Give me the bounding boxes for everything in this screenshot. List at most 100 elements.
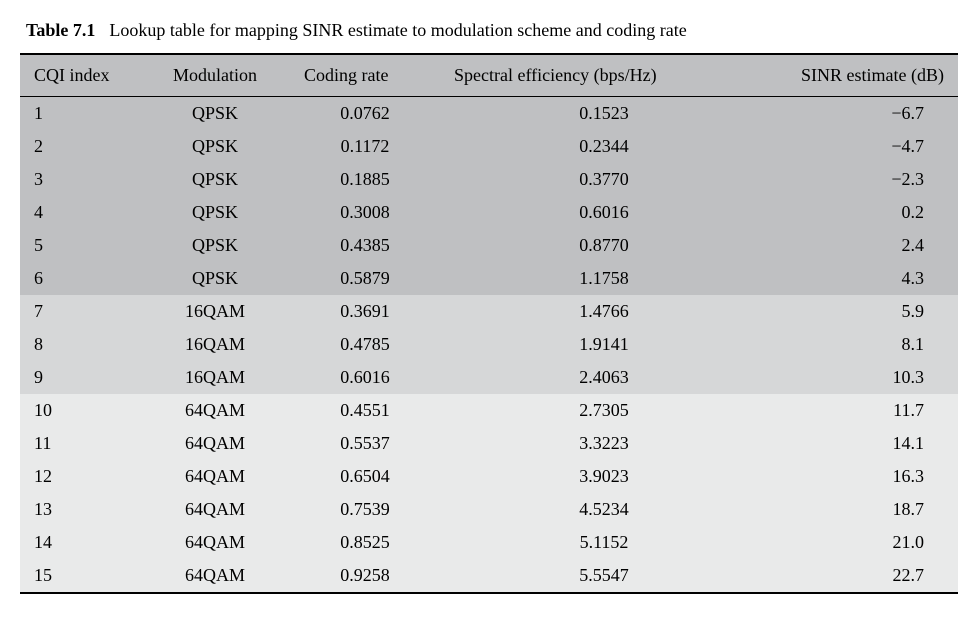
cell-sinr-estimate: 5.9 (768, 295, 958, 328)
cell-coding-rate: 0.9258 (290, 559, 440, 592)
cell-spectral-efficiency: 0.8770 (440, 229, 768, 262)
cell-cqi: 1 (20, 97, 140, 131)
cell-sinr-estimate: 4.3 (768, 262, 958, 295)
cell-sinr-estimate: −6.7 (768, 97, 958, 131)
col-header-sinr-estimate: SINR estimate (dB) (768, 55, 958, 97)
cell-coding-rate: 0.8525 (290, 526, 440, 559)
cell-modulation: 64QAM (140, 427, 290, 460)
cell-cqi: 2 (20, 130, 140, 163)
cell-coding-rate: 0.4385 (290, 229, 440, 262)
cell-modulation: 64QAM (140, 493, 290, 526)
cell-sinr-estimate: 2.4 (768, 229, 958, 262)
table-row: 716QAM0.36911.47665.9 (20, 295, 958, 328)
cell-modulation: QPSK (140, 262, 290, 295)
table-row: 1164QAM0.55373.322314.1 (20, 427, 958, 460)
cell-coding-rate: 0.3691 (290, 295, 440, 328)
cell-sinr-estimate: 22.7 (768, 559, 958, 592)
table-body: 1QPSK0.07620.1523−6.72QPSK0.11720.2344−4… (20, 97, 958, 593)
table-caption-text: Lookup table for mapping SINR estimate t… (109, 20, 686, 40)
col-header-modulation: Modulation (140, 55, 290, 97)
table-row: 2QPSK0.11720.2344−4.7 (20, 130, 958, 163)
cell-cqi: 15 (20, 559, 140, 592)
cell-sinr-estimate: 11.7 (768, 394, 958, 427)
cell-modulation: 64QAM (140, 460, 290, 493)
cell-coding-rate: 0.6016 (290, 361, 440, 394)
cell-coding-rate: 0.5879 (290, 262, 440, 295)
cell-cqi: 10 (20, 394, 140, 427)
cell-spectral-efficiency: 2.7305 (440, 394, 768, 427)
table-row: 916QAM0.60162.406310.3 (20, 361, 958, 394)
cell-spectral-efficiency: 1.9141 (440, 328, 768, 361)
table-row: 3QPSK0.18850.3770−2.3 (20, 163, 958, 196)
cell-cqi: 11 (20, 427, 140, 460)
cell-sinr-estimate: −2.3 (768, 163, 958, 196)
cell-coding-rate: 0.7539 (290, 493, 440, 526)
cell-coding-rate: 0.6504 (290, 460, 440, 493)
cell-cqi: 12 (20, 460, 140, 493)
cell-spectral-efficiency: 5.5547 (440, 559, 768, 592)
cell-spectral-efficiency: 3.3223 (440, 427, 768, 460)
cell-spectral-efficiency: 1.4766 (440, 295, 768, 328)
col-header-cqi: CQI index (20, 55, 140, 97)
cell-cqi: 13 (20, 493, 140, 526)
cell-spectral-efficiency: 5.1152 (440, 526, 768, 559)
cell-coding-rate: 0.3008 (290, 196, 440, 229)
cell-modulation: 64QAM (140, 526, 290, 559)
table-caption: Table 7.1 Lookup table for mapping SINR e… (20, 20, 958, 41)
cell-spectral-efficiency: 0.3770 (440, 163, 768, 196)
cell-sinr-estimate: 21.0 (768, 526, 958, 559)
cell-modulation: 16QAM (140, 295, 290, 328)
cell-modulation: QPSK (140, 163, 290, 196)
cell-coding-rate: 0.1172 (290, 130, 440, 163)
cell-sinr-estimate: 8.1 (768, 328, 958, 361)
cell-sinr-estimate: 16.3 (768, 460, 958, 493)
cell-modulation: QPSK (140, 229, 290, 262)
table-row: 1QPSK0.07620.1523−6.7 (20, 97, 958, 131)
cell-modulation: QPSK (140, 97, 290, 131)
cell-spectral-efficiency: 0.6016 (440, 196, 768, 229)
cell-cqi: 5 (20, 229, 140, 262)
cell-cqi: 3 (20, 163, 140, 196)
table-caption-label: Table 7.1 (26, 20, 95, 40)
cell-cqi: 6 (20, 262, 140, 295)
cell-spectral-efficiency: 3.9023 (440, 460, 768, 493)
table-container: CQI index Modulation Coding rate Spectra… (20, 53, 958, 594)
table-row: 4QPSK0.30080.60160.2 (20, 196, 958, 229)
table-header-row: CQI index Modulation Coding rate Spectra… (20, 55, 958, 97)
table-row: 1464QAM0.85255.115221.0 (20, 526, 958, 559)
cell-coding-rate: 0.1885 (290, 163, 440, 196)
cell-modulation: 64QAM (140, 559, 290, 592)
cell-modulation: 64QAM (140, 394, 290, 427)
col-header-spectral-efficiency: Spectral efficiency (bps/Hz) (440, 55, 768, 97)
sinr-lookup-table: CQI index Modulation Coding rate Spectra… (20, 55, 958, 592)
cell-modulation: 16QAM (140, 361, 290, 394)
cell-modulation: QPSK (140, 196, 290, 229)
cell-cqi: 8 (20, 328, 140, 361)
cell-modulation: 16QAM (140, 328, 290, 361)
table-row: 816QAM0.47851.91418.1 (20, 328, 958, 361)
cell-cqi: 4 (20, 196, 140, 229)
cell-sinr-estimate: −4.7 (768, 130, 958, 163)
cell-cqi: 7 (20, 295, 140, 328)
cell-spectral-efficiency: 4.5234 (440, 493, 768, 526)
cell-coding-rate: 0.5537 (290, 427, 440, 460)
cell-cqi: 14 (20, 526, 140, 559)
col-header-coding-rate: Coding rate (290, 55, 440, 97)
table-row: 5QPSK0.43850.87702.4 (20, 229, 958, 262)
cell-sinr-estimate: 10.3 (768, 361, 958, 394)
table-row: 1264QAM0.65043.902316.3 (20, 460, 958, 493)
cell-spectral-efficiency: 2.4063 (440, 361, 768, 394)
table-row: 1564QAM0.92585.554722.7 (20, 559, 958, 592)
cell-spectral-efficiency: 0.2344 (440, 130, 768, 163)
cell-sinr-estimate: 18.7 (768, 493, 958, 526)
cell-coding-rate: 0.4551 (290, 394, 440, 427)
cell-coding-rate: 0.0762 (290, 97, 440, 131)
cell-sinr-estimate: 14.1 (768, 427, 958, 460)
cell-cqi: 9 (20, 361, 140, 394)
cell-spectral-efficiency: 0.1523 (440, 97, 768, 131)
cell-modulation: QPSK (140, 130, 290, 163)
table-row: 1064QAM0.45512.730511.7 (20, 394, 958, 427)
cell-spectral-efficiency: 1.1758 (440, 262, 768, 295)
cell-sinr-estimate: 0.2 (768, 196, 958, 229)
cell-coding-rate: 0.4785 (290, 328, 440, 361)
